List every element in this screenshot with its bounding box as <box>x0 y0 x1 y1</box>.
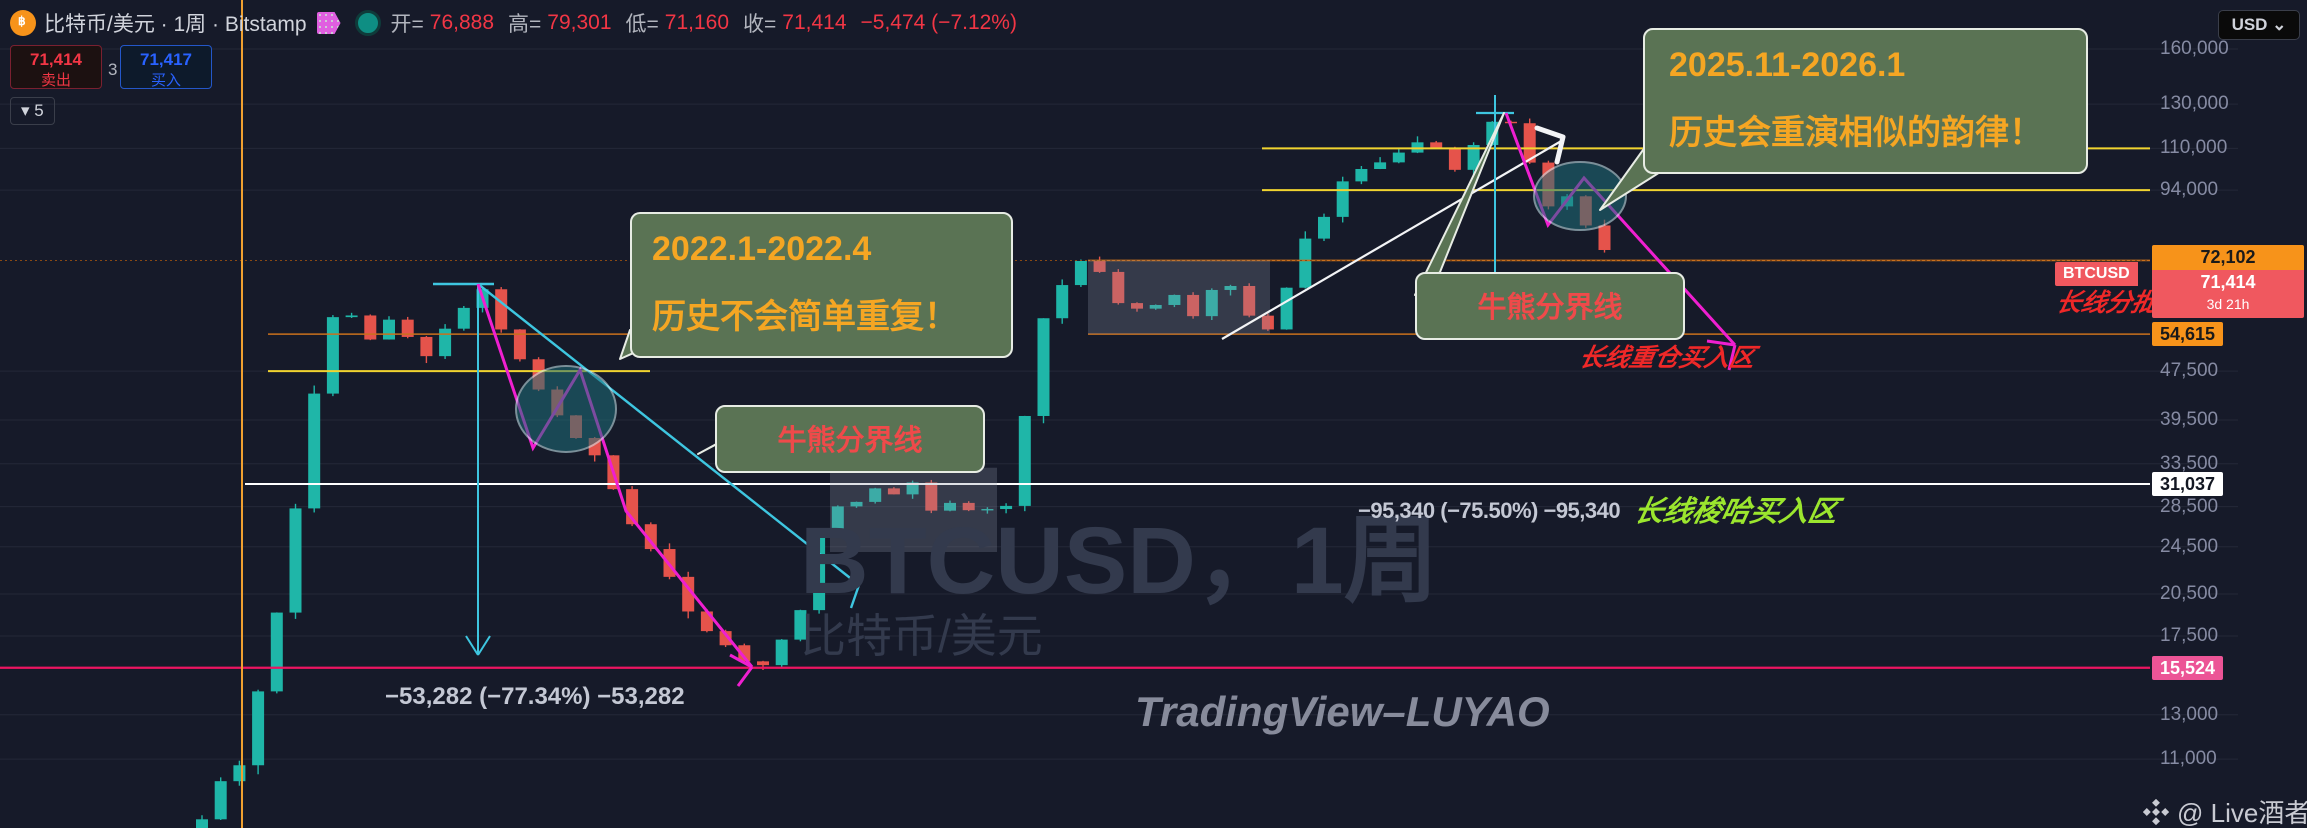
svg-text:฿: ฿ <box>18 14 26 28</box>
